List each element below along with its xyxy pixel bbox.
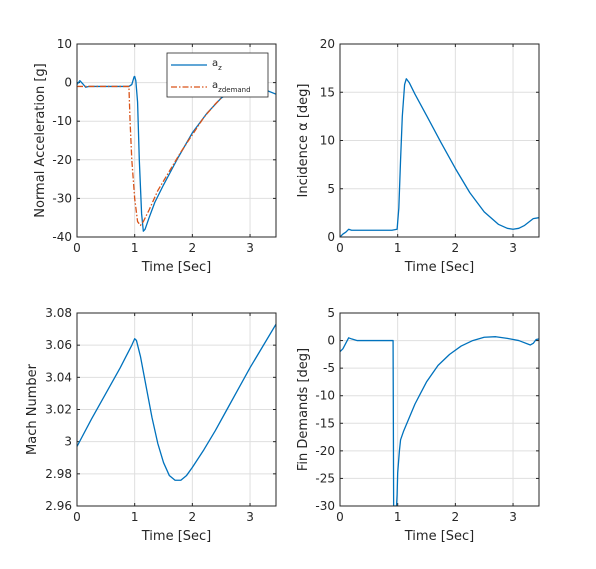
- x-tick-label: 2: [452, 510, 460, 524]
- x-axis-label: Time [Sec]: [404, 529, 475, 544]
- y-tick-label: 5: [327, 306, 335, 320]
- x-tick-label: 2: [189, 241, 197, 255]
- y-tick-label: 0: [327, 334, 335, 348]
- axes-box: [339, 43, 540, 238]
- legend-entry-main: a: [212, 58, 218, 69]
- x-tick-label: 3: [509, 510, 517, 524]
- y-tick-label: 20: [320, 37, 335, 51]
- y-tick-label: 0: [327, 230, 335, 244]
- x-tick-label: 0: [73, 510, 81, 524]
- x-tick-label: 0: [73, 241, 81, 255]
- y-tick-label: -20: [52, 153, 72, 167]
- y-tick-label: -5: [323, 361, 335, 375]
- x-tick-label: 1: [131, 241, 139, 255]
- y-tick-label: 10: [320, 134, 335, 148]
- axes-box: [76, 312, 277, 507]
- y-tick-label: 2.96: [45, 499, 72, 513]
- x-tick-label: 3: [509, 241, 517, 255]
- y-tick-label: -25: [315, 471, 335, 485]
- legend-entry-main: a: [212, 80, 218, 91]
- x-tick-label: 3: [246, 241, 254, 255]
- y-tick-label: 3.08: [45, 306, 72, 320]
- x-axis-label: Time [Sec]: [141, 260, 212, 275]
- y-tick-label: -40: [52, 230, 72, 244]
- y-axis-label: Normal Acceleration [g]: [33, 63, 48, 217]
- y-tick-label: -10: [315, 389, 335, 403]
- y-tick-label: 15: [320, 85, 335, 99]
- subplot-3: 0 1 2 3 2.96 2.98 3 3.02 3.04 3.06 3.08 Time [Sec] M…: [25, 306, 277, 544]
- y-tick-label: -30: [52, 191, 72, 205]
- x-tick-label: 2: [189, 510, 197, 524]
- series-line-1: [340, 336, 539, 506]
- legend-entry: azdemand: [212, 80, 251, 94]
- subplot-2: 0 1 2 3 0 5 10 15 20 Time [Sec] Incidence α [deg]: [296, 37, 540, 275]
- y-tick-label: 10: [57, 37, 72, 51]
- legend-entry-subscript: zdemand: [218, 86, 250, 94]
- y-tick-label: 3.02: [45, 403, 72, 417]
- y-tick-label: 3.04: [45, 370, 72, 384]
- x-tick-label: 1: [394, 241, 402, 255]
- x-tick-label: 1: [394, 510, 402, 524]
- y-axis-label: Fin Demands [deg]: [296, 348, 311, 471]
- x-axis-label: Time [Sec]: [404, 260, 475, 275]
- x-tick-label: 0: [336, 510, 344, 524]
- subplot-1: 0 1 2 3 -40 -30 -20 -10 0 10 Time [Sec] Normal Acce…: [33, 37, 277, 275]
- y-tick-label: 2.98: [45, 467, 72, 481]
- x-tick-label: 3: [246, 510, 254, 524]
- series-line-1: [77, 323, 276, 481]
- y-tick-label: -30: [315, 499, 335, 513]
- x-axis-label: Time [Sec]: [141, 529, 212, 544]
- y-tick-label: 0: [64, 76, 72, 90]
- y-tick-label: 5: [327, 182, 335, 196]
- y-tick-label: 3.06: [45, 338, 72, 352]
- y-axis-label: Incidence α [deg]: [296, 84, 311, 198]
- y-axis-label: Mach Number: [25, 363, 40, 455]
- y-tick-label: -15: [315, 416, 335, 430]
- y-tick-label: 3: [64, 435, 72, 449]
- legend-entry: az: [212, 58, 222, 72]
- axes-box: [76, 43, 277, 238]
- y-tick-label: -10: [52, 114, 72, 128]
- axes-box: [339, 312, 540, 507]
- series-line-a-zdemand: [77, 81, 251, 227]
- legend-box: [166, 52, 269, 98]
- x-tick-label: 0: [336, 241, 344, 255]
- x-tick-label: 1: [131, 510, 139, 524]
- plot-area: [340, 313, 539, 506]
- y-tick-label: -20: [315, 444, 335, 458]
- x-tick-label: 2: [452, 241, 460, 255]
- legend-entry-subscript: z: [218, 64, 222, 72]
- subplot-4: 0 1 2 3 -30 -25 -20 -15 -10 -5 0 5 Time [Sec] Fin Dem…: [296, 306, 540, 544]
- series-line-1: [340, 78, 539, 237]
